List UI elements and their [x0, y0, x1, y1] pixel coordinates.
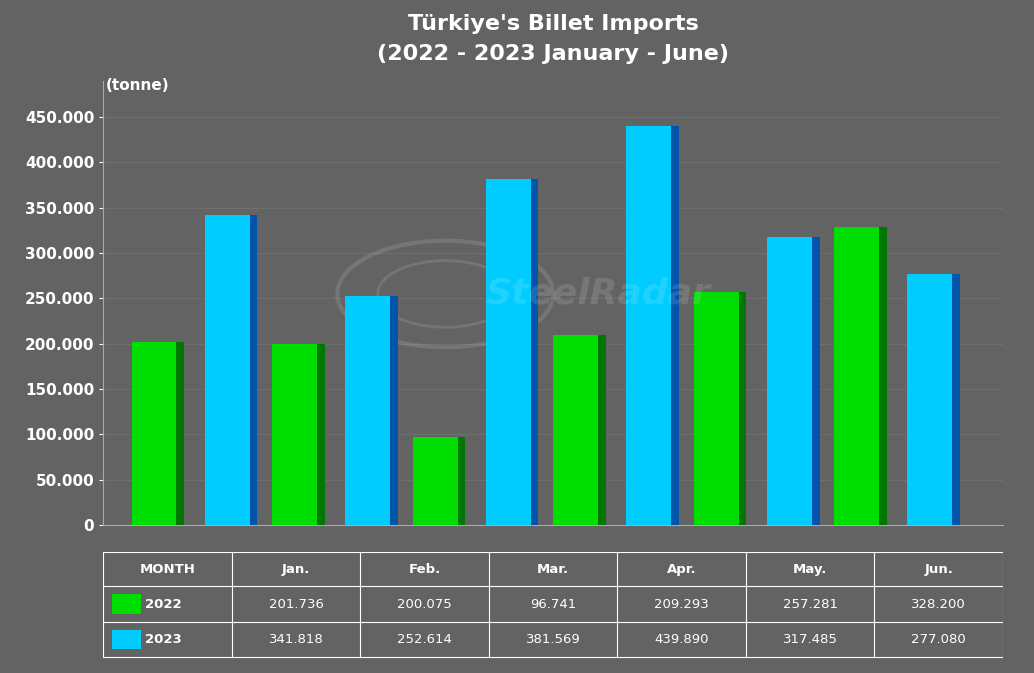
Text: Apr.: Apr.: [667, 563, 697, 575]
Text: (tonne): (tonne): [107, 78, 170, 93]
Polygon shape: [530, 179, 539, 525]
Bar: [345, 296, 390, 525]
FancyBboxPatch shape: [113, 594, 141, 614]
Text: 277.080: 277.080: [911, 633, 966, 646]
Bar: [834, 227, 879, 525]
Polygon shape: [671, 126, 679, 525]
Text: 439.890: 439.890: [655, 633, 709, 646]
Polygon shape: [458, 437, 465, 525]
Polygon shape: [390, 296, 398, 525]
Polygon shape: [879, 227, 887, 525]
Text: SteelRadar: SteelRadar: [486, 277, 710, 311]
Text: 381.569: 381.569: [526, 633, 580, 646]
Bar: [553, 335, 599, 525]
Bar: [486, 179, 530, 525]
Polygon shape: [317, 344, 325, 525]
Text: 200.075: 200.075: [397, 598, 452, 610]
Text: 341.818: 341.818: [269, 633, 324, 646]
Polygon shape: [599, 335, 606, 525]
Polygon shape: [952, 274, 961, 525]
Bar: [205, 215, 249, 525]
Text: 328.200: 328.200: [911, 598, 966, 610]
Text: MONTH: MONTH: [140, 563, 195, 575]
Polygon shape: [249, 215, 257, 525]
Bar: [694, 291, 738, 525]
Text: 257.281: 257.281: [783, 598, 838, 610]
Polygon shape: [812, 237, 820, 525]
Text: Jan.: Jan.: [282, 563, 310, 575]
Bar: [131, 342, 177, 525]
Text: 2022: 2022: [145, 598, 181, 610]
Text: May.: May.: [793, 563, 827, 575]
Text: 201.736: 201.736: [269, 598, 324, 610]
Text: Jun.: Jun.: [924, 563, 953, 575]
Polygon shape: [177, 342, 184, 525]
Bar: [272, 344, 317, 525]
Polygon shape: [738, 291, 747, 525]
Bar: [767, 237, 812, 525]
FancyBboxPatch shape: [113, 630, 141, 649]
Bar: [908, 274, 952, 525]
Title: Türkiye's Billet Imports
(2022 - 2023 January - June): Türkiye's Billet Imports (2022 - 2023 Ja…: [377, 14, 729, 64]
Text: 317.485: 317.485: [783, 633, 838, 646]
Text: 252.614: 252.614: [397, 633, 452, 646]
Text: 2023: 2023: [145, 633, 181, 646]
Text: Mar.: Mar.: [537, 563, 570, 575]
Bar: [627, 126, 671, 525]
Text: 96.741: 96.741: [530, 598, 576, 610]
Text: 209.293: 209.293: [655, 598, 709, 610]
Bar: [413, 437, 458, 525]
Text: Feb.: Feb.: [408, 563, 440, 575]
